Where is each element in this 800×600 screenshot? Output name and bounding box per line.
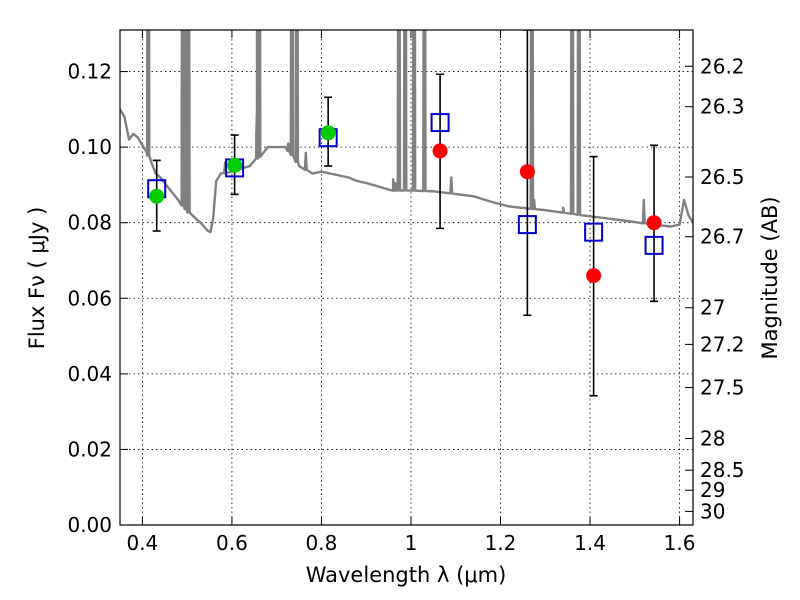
y-tick-label: 0.02 — [67, 437, 112, 461]
x-tick-label: 1.2 — [485, 531, 517, 555]
y-tick-label: 0.00 — [67, 513, 112, 537]
nondetection-point — [432, 143, 448, 159]
nondetection-point — [519, 164, 535, 180]
right-tick-label: 26.5 — [700, 165, 745, 189]
y-axis-title: Flux Fν ( μJy ) — [25, 207, 49, 350]
right-tick-label: 26.3 — [700, 95, 745, 119]
model-photometry-square — [517, 215, 537, 235]
right-axis-title: Magnitude (AB) — [758, 196, 782, 359]
plot-frame — [119, 29, 694, 526]
right-tick-label: 27.5 — [700, 375, 745, 399]
plot-area — [120, 30, 693, 397]
model-photometry-square — [644, 235, 664, 255]
x-tick-label: 0.6 — [216, 531, 248, 555]
plot-series — [120, 30, 693, 397]
x-axis-title: Wavelength λ (μm) — [306, 563, 507, 587]
x-tick-label: 0.8 — [306, 531, 338, 555]
right-tick-label: 28 — [700, 426, 725, 450]
y-tick-label: 0.08 — [67, 211, 112, 235]
right-tick-label: 26.7 — [700, 225, 745, 249]
x-tick-label: 1.6 — [664, 531, 696, 555]
model-spectrum-line — [120, 30, 693, 234]
model-photometry-square — [584, 222, 604, 242]
model-photometry-square — [430, 113, 450, 133]
x-tick-label: 1 — [405, 531, 418, 555]
right-tick-label: 29 — [700, 478, 725, 502]
detection-point — [320, 125, 336, 141]
y-tick-label: 0.06 — [67, 286, 112, 310]
axis-ticks: 0.4 0.6 0.8 1 1.2 1.4 1.6 0.00 0.02 0.04 0.06 0.08 0… — [67, 30, 745, 555]
detection-point — [149, 188, 165, 204]
y-tick-label: 0.10 — [67, 135, 112, 159]
x-tick-label: 0.4 — [126, 531, 158, 555]
right-tick-label: 27 — [700, 296, 725, 320]
right-tick-label: 30 — [700, 499, 725, 523]
nondetection-point — [646, 215, 662, 231]
right-tick-label: 28.5 — [700, 458, 745, 482]
nondetection-point — [586, 268, 602, 284]
x-tick-label: 1.4 — [574, 531, 606, 555]
y-tick-label: 0.12 — [67, 60, 112, 84]
detection-point — [227, 157, 243, 173]
right-tick-label: 27.2 — [700, 332, 745, 356]
right-tick-label: 26.2 — [700, 54, 745, 78]
grid — [120, 30, 693, 526]
y-tick-label: 0.04 — [67, 362, 112, 386]
